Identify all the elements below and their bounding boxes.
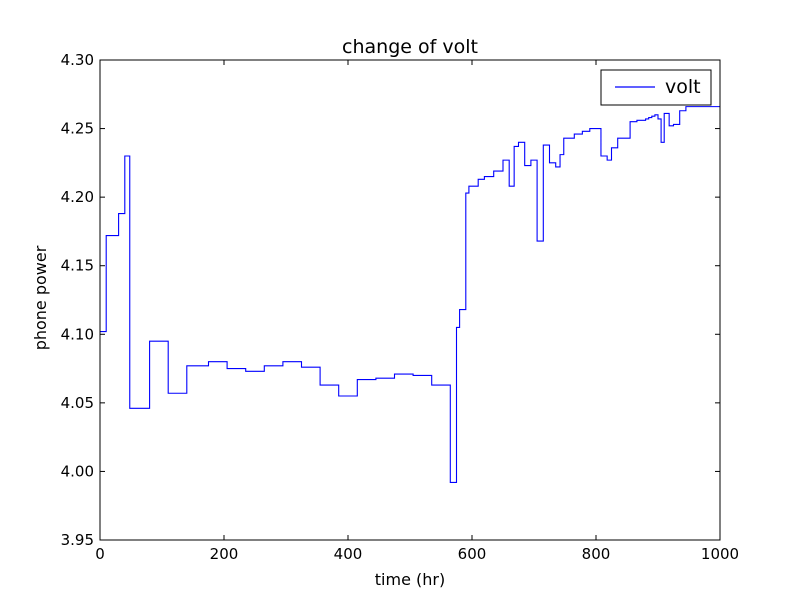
- y-tick-label: 4.25: [61, 120, 94, 138]
- x-axis-label: time (hr): [375, 570, 445, 589]
- y-axis-label: phone power: [31, 245, 50, 350]
- x-tick-label: 200: [210, 545, 239, 563]
- series-line-volt: [100, 106, 720, 483]
- y-tick-label: 4.10: [61, 325, 94, 343]
- y-tick-label: 4.20: [61, 188, 94, 206]
- x-tick-label: 1000: [701, 545, 739, 563]
- y-tick-label: 4.05: [61, 394, 94, 412]
- legend-label-volt: volt: [665, 76, 701, 98]
- axis-ticks: 0 200 400 600 800 1000 3.95 4.00 4.05 4.10 4.15 4.2…: [61, 51, 740, 563]
- x-tick-label: 800: [582, 545, 611, 563]
- y-tick-label: 4.00: [61, 462, 94, 480]
- legend: volt: [600, 69, 712, 106]
- y-tick-label: 3.95: [61, 531, 94, 549]
- x-tick-label: 600: [458, 545, 487, 563]
- chart-title: change of volt: [342, 36, 478, 58]
- plot-frame: [99, 59, 721, 541]
- series-layer: [100, 106, 720, 483]
- y-tick-label: 4.30: [61, 51, 94, 69]
- x-tick-label: 0: [95, 545, 105, 563]
- x-tick-label: 400: [334, 545, 363, 563]
- y-tick-label: 4.15: [61, 257, 94, 275]
